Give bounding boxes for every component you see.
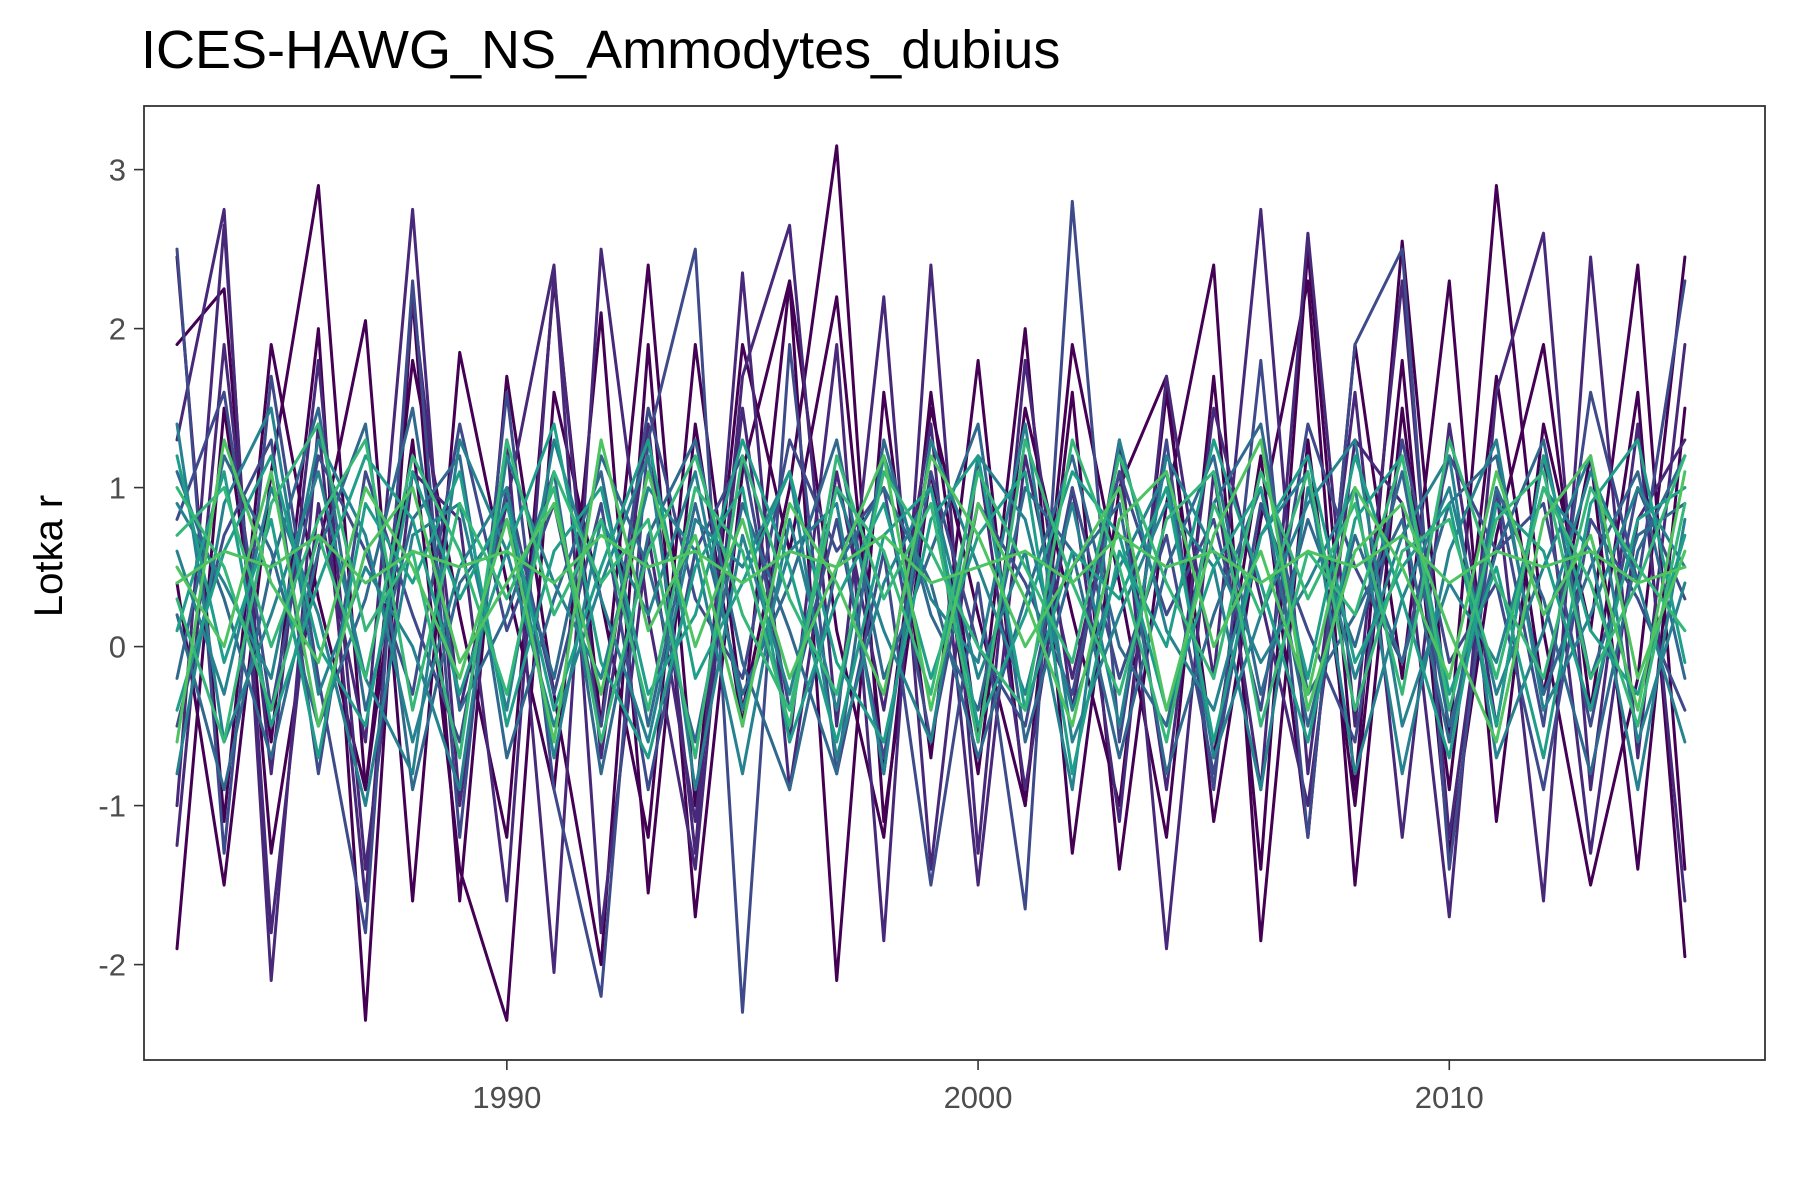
- x-tick-label: 2000: [944, 1080, 1013, 1115]
- plot-panel: [143, 105, 1766, 1061]
- series-line: [175, 438, 1687, 744]
- series-line: [175, 406, 1687, 792]
- x-axis: 1990 2000 2010: [472, 1060, 1484, 1115]
- y-axis-label: Lotka r: [27, 495, 71, 617]
- y-tick-label: -2: [98, 948, 126, 983]
- series-line: [175, 422, 1687, 760]
- y-tick-label: 0: [109, 630, 126, 665]
- y-tick-label: 1: [109, 471, 126, 506]
- series-line: [175, 438, 1687, 744]
- x-tick-label: 1990: [472, 1080, 541, 1115]
- chart-title: ICES-HAWG_NS_Ammodytes_dubius: [141, 20, 1060, 80]
- series-line: [175, 207, 1687, 974]
- series-line: [175, 422, 1687, 776]
- plot-lines: [175, 144, 1687, 1022]
- series-line: [175, 454, 1687, 728]
- series-line: [175, 533, 1687, 585]
- y-axis: -2 -1 0 1 2 3: [98, 153, 144, 983]
- y-tick-label: -1: [98, 789, 126, 824]
- series-line: [175, 438, 1687, 760]
- x-tick-label: 2010: [1415, 1080, 1484, 1115]
- y-tick-label: 3: [109, 153, 126, 188]
- y-tick-label: 2: [109, 312, 126, 347]
